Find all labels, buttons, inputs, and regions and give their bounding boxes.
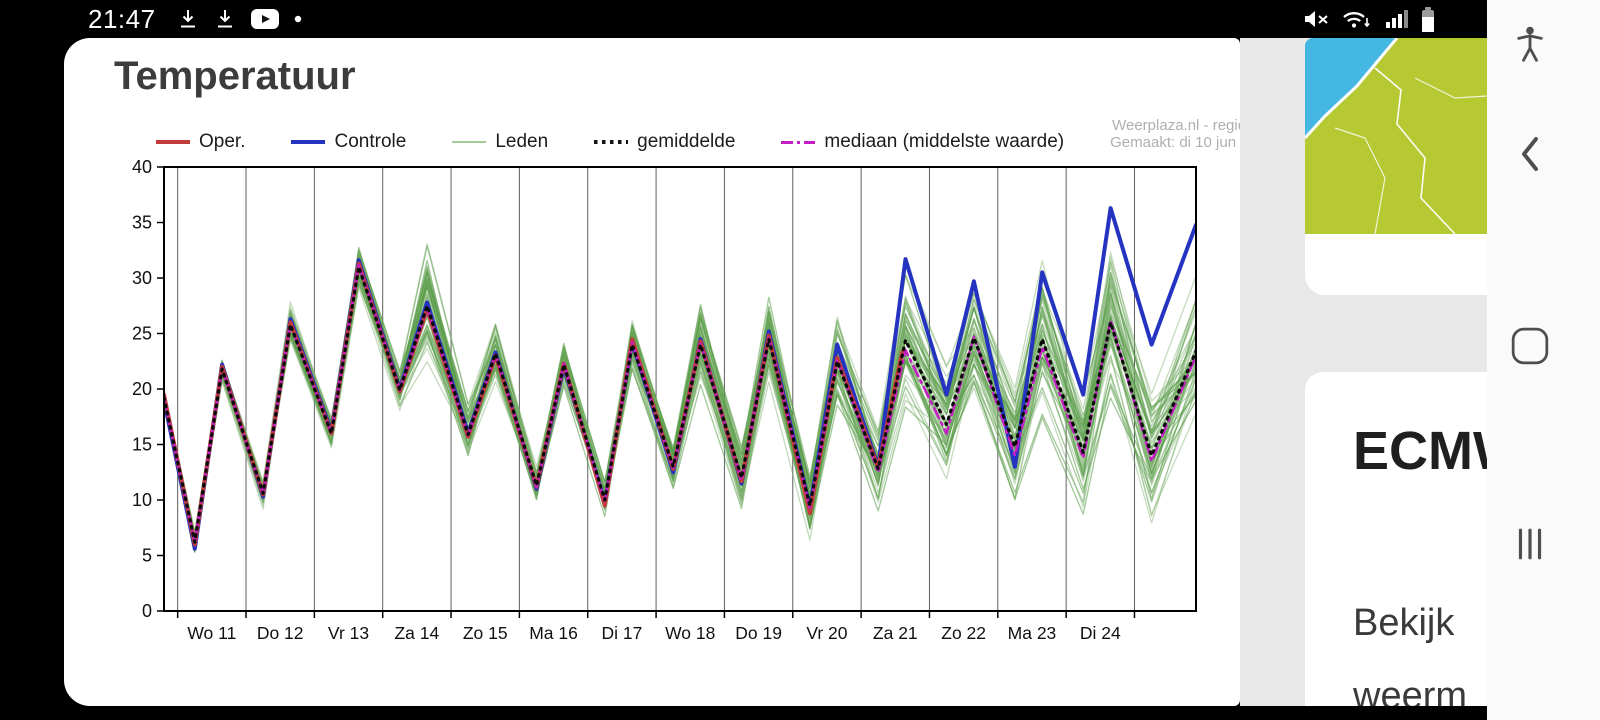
legend-item-mediaan: mediaan (middelste waarde) (781, 131, 1064, 153)
chart-attribution: Weerplaza.nl - regio zuid Gemaakt: di 10… (1110, 117, 1240, 153)
svg-text:40: 40 (132, 157, 152, 177)
controle-line-sample (291, 140, 326, 144)
battery-icon (1422, 6, 1434, 32)
notification-dot-icon (294, 15, 301, 23)
svg-text:35: 35 (132, 213, 152, 233)
legend-item-leden: Leden (452, 131, 548, 153)
svg-text:Ma 16: Ma 16 (529, 623, 578, 643)
back-icon[interactable] (1507, 136, 1553, 172)
view-model-link-line1[interactable]: Bekijk (1353, 602, 1455, 644)
wifi-icon (1343, 12, 1370, 28)
svg-text:Ma 23: Ma 23 (1008, 623, 1057, 643)
region-map (1305, 38, 1487, 235)
leden-line-sample (452, 141, 487, 143)
svg-text:25: 25 (132, 324, 152, 344)
svg-text:15: 15 (132, 435, 152, 455)
legend-item-oper: Oper. (156, 131, 245, 153)
svg-text:Vr 20: Vr 20 (806, 623, 847, 643)
android-nav-bar (1487, 0, 1600, 720)
download-done-icon (180, 10, 195, 28)
legend-label: mediaan (middelste waarde) (824, 131, 1065, 152)
weather-map-card[interactable] (1305, 38, 1487, 295)
svg-text:30: 30 (132, 268, 152, 288)
legend-item-controle: Controle (291, 131, 406, 153)
legend-item-gemiddelde: gemiddelde (594, 131, 735, 153)
svg-text:Do 12: Do 12 (257, 623, 304, 643)
legend-label: Oper. (199, 131, 246, 152)
status-icons-right (1302, 6, 1435, 33)
weather-chart-card: Temperatuur Oper. Controle Leden gemidde… (64, 38, 1240, 706)
svg-text:Zo 22: Zo 22 (941, 623, 986, 643)
attribution-timestamp: Gemaakt: di 10 jun 21:06 (1110, 134, 1240, 151)
svg-text:Di 17: Di 17 (601, 623, 642, 643)
oper-line-sample (156, 140, 190, 144)
svg-text:0: 0 (142, 601, 152, 621)
ecmwf-panel: ECMW Bekijk weerm (1305, 372, 1487, 706)
status-bar: 21:47 (0, 0, 1487, 38)
attribution-source: Weerplaza.nl - regio zuid (1112, 117, 1240, 134)
clock: 21:47 (88, 3, 156, 34)
home-icon[interactable] (1507, 326, 1553, 366)
svg-text:10: 10 (132, 490, 152, 510)
chart-area: Oper. Controle Leden gemiddelde mediaan … (100, 109, 1240, 665)
view-model-link-line2[interactable]: weerm (1353, 675, 1468, 706)
svg-text:Wo 11: Wo 11 (187, 623, 236, 643)
svg-text:Wo 18: Wo 18 (665, 623, 715, 643)
svg-text:Do 19: Do 19 (735, 623, 782, 643)
svg-text:Za 21: Za 21 (873, 623, 918, 643)
mediaan-line-sample (781, 140, 816, 144)
svg-text:Za 14: Za 14 (394, 623, 439, 643)
page-title: Temperatuur (114, 54, 356, 98)
legend-label: Controle (334, 131, 407, 152)
svg-text:5: 5 (142, 546, 152, 566)
svg-text:20: 20 (132, 379, 152, 399)
legend-label: Leden (495, 131, 549, 152)
download-done-icon (217, 10, 232, 28)
svg-text:Di 24: Di 24 (1080, 623, 1121, 643)
sound-muted-icon (1305, 11, 1328, 27)
youtube-icon (250, 9, 279, 29)
legend-label: gemiddelde (637, 131, 736, 152)
status-icons-left (176, 7, 303, 31)
gemiddelde-line-sample (594, 140, 629, 144)
ecmwf-heading: ECMW (1353, 421, 1487, 481)
recents-icon[interactable] (1507, 526, 1553, 562)
temperature-chart: 0 5 10 15 20 25 30 35 40 Wo 11 Do 12 Vr 13 Za 14 Zo 1… (132, 157, 1197, 643)
accessibility-icon[interactable] (1507, 24, 1553, 64)
signal-icon (1386, 10, 1408, 28)
svg-text:Zo 15: Zo 15 (463, 623, 508, 643)
svg-text:Vr 13: Vr 13 (328, 623, 369, 643)
chart-legend: Oper. Controle Leden gemiddelde mediaan … (100, 109, 1240, 153)
